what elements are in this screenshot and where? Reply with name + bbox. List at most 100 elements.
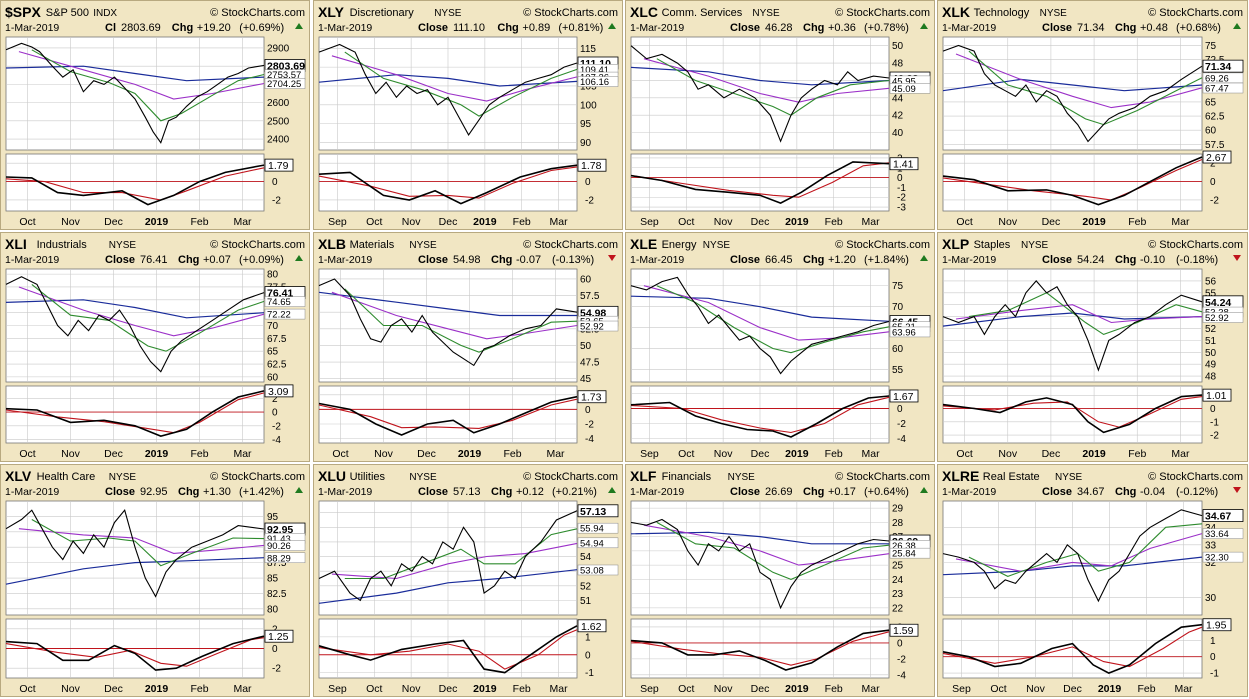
osc-tick-label: 0 [1210,177,1216,188]
chart-svg: XLRE Real Estate NYSE © StockCharts.com 1-Ma… [942,468,1244,695]
chg-label: Chg [178,486,199,498]
ma-blue-line [318,291,577,317]
triangle-up-icon [920,255,928,261]
price-tag-value: 88.29 [267,553,291,564]
price-tick-label: 105 [580,81,597,92]
exchange: NYSE [1040,8,1068,19]
price-tick-label: 2400 [267,135,290,146]
price-tag-value: 34.67 [1205,511,1231,523]
site-label: © StockCharts.com [523,7,618,19]
close-value: 71.34 [1077,22,1105,34]
close-label: Close [1042,22,1072,34]
osc-tag-value: 3.09 [268,386,289,398]
osc-tag-value: 1.73 [581,392,602,404]
symbol: XLK [942,4,970,20]
date: 1-Mar-2019 [5,22,59,34]
price-tag-value: 54.24 [1205,297,1231,309]
month-label: Nov [402,216,421,228]
symbol: XLC [630,4,658,20]
ma-green-line [656,521,890,580]
chg-value: -0.07 [516,254,541,266]
price-tick-label: 22 [892,603,904,614]
month-label: Mar [862,448,881,460]
month-label: Sep [640,448,659,460]
oscillator-plot [5,153,265,212]
osc-tick-label: 0 [272,644,278,655]
month-label: Feb [190,448,208,460]
symbol: XLF [630,468,657,484]
osc-tick-label: 0 [272,408,278,419]
price-tick-label: 50 [1205,348,1217,359]
triangle-up-icon [1233,23,1241,29]
price-tick-label: 45 [580,374,592,385]
price-tag-value: 32.30 [1205,553,1229,564]
price-tag-value: 2704.25 [267,79,301,90]
month-label: Nov [998,216,1017,228]
month-label: Dec [104,216,123,228]
month-label: Mar [233,448,252,460]
price-tick-label: 60 [892,344,904,355]
month-label: Dec [751,448,770,460]
month-label: Nov [714,448,733,460]
price-line [942,509,1203,603]
exchange: NYSE [728,472,756,483]
exchange: NYSE [1021,240,1049,251]
price-tag-value: 72.22 [267,310,291,321]
ma-blue-line [630,295,890,322]
price-tag-value: 45.09 [892,84,916,95]
price-tick-label: 62.5 [1205,112,1225,123]
exchange: NYSE [409,240,437,251]
price-tick-label: 60 [580,274,592,285]
month-label: Feb [825,683,843,695]
date: 1-Mar-2019 [630,22,684,34]
ma-green-line [344,51,578,117]
osc-signal-line [630,631,890,666]
osc-tag-box [889,389,919,403]
osc-line [942,156,1203,206]
osc-tag-value: 1.59 [893,625,914,637]
chart-svg: XLB Materials NYSE © StockCharts.com 1-Mar-2… [318,236,619,460]
price-tag-box [577,76,619,87]
price-tag-box [1202,551,1244,563]
chart-svg: XLK Technology NYSE © StockCharts.com 1-Mar-… [942,4,1244,228]
date: 1-Mar-2019 [942,254,996,266]
chg-value: +0.17 [828,486,856,498]
price-tick-label: 95 [580,119,592,130]
osc-line [942,623,1203,674]
price-tag-value: 92.95 [267,524,293,536]
price-tick-label: 44 [892,93,904,104]
chg-pct: (+0.68%) [1176,22,1221,34]
osc-tick-label: 0 [272,177,278,188]
triangle-up-icon [920,487,928,493]
security-name: Comm. Services [662,7,743,19]
close-label: Close [418,22,448,34]
month-label: Mar [233,216,252,228]
price-tick-label: 23 [892,589,904,600]
price-tick-label: 65 [267,347,279,358]
month-label: Mar [550,683,569,695]
osc-signal-line [5,637,265,667]
ma-green-line [656,285,890,354]
price-line [5,42,265,144]
triangle-up-icon [295,255,303,261]
price-tick-label: 67.5 [267,334,287,345]
close-value: 54.98 [453,254,481,266]
chart-panel-xlb: XLB Materials NYSE © StockCharts.com 1-Mar-2… [313,232,623,462]
chg-label: Chg [1115,22,1136,34]
osc-signal-line [942,626,1203,668]
chg-pct: (+0.81%) [558,22,603,34]
ma-purple-line [18,51,265,100]
exchange: NYSE [434,8,462,19]
price-tick-label: 51 [580,596,592,607]
price-tag-box [264,296,306,307]
osc-tick-label: -1 [897,183,906,194]
price-tick-label: 50 [892,41,904,52]
osc-tag-box [264,158,294,172]
price-tag-box [889,547,931,559]
month-label: 2019 [458,448,482,460]
symbol: XLU [318,468,346,484]
ma-purple-line [18,528,265,554]
month-label: Mar [1174,683,1193,695]
site-label: © StockCharts.com [1148,239,1243,251]
